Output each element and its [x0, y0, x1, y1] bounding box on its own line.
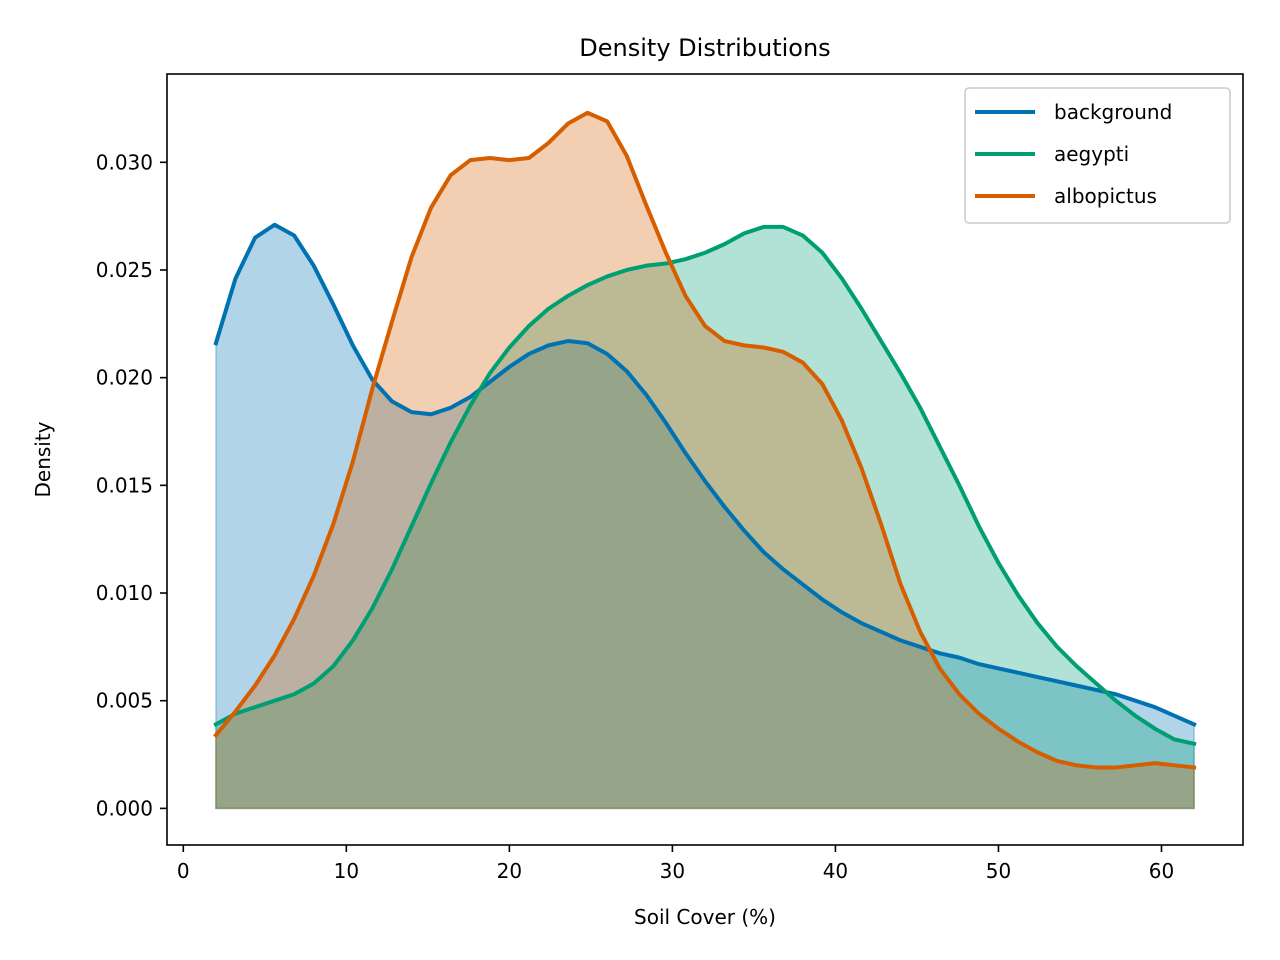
- chart-title: Density Distributions: [579, 34, 830, 62]
- x-tick-label: 10: [334, 859, 359, 883]
- plot-frame: [166, 73, 1244, 846]
- x-tick-label: 60: [1149, 859, 1174, 883]
- line-background: [213, 222, 1197, 728]
- line-aegypti: [213, 224, 1197, 747]
- y-tick-label: 0.005: [96, 689, 153, 713]
- legend-label-aegypti: aegypti: [1054, 142, 1129, 166]
- y-tick-label: 0.030: [96, 150, 153, 174]
- series-fills: [215, 111, 1195, 810]
- x-tick-label: 20: [497, 859, 522, 883]
- legend: background aegypti albopictus: [964, 87, 1231, 224]
- x-tick-label: 0: [177, 859, 190, 883]
- x-axis: 0 10 20 30 40 50 60: [177, 845, 1174, 883]
- y-axis-label: Density: [31, 421, 55, 497]
- legend-label-background: background: [1054, 100, 1172, 124]
- x-tick-label: 40: [823, 859, 848, 883]
- x-tick-label: 30: [660, 859, 685, 883]
- y-tick-label: 0.000: [96, 796, 153, 820]
- y-tick-label: 0.015: [96, 473, 153, 497]
- y-axis: 0.000 0.005 0.010 0.015 0.020 0.025 0.030: [96, 150, 167, 820]
- line-albopictus: [213, 110, 1197, 770]
- legend-box: [964, 87, 1231, 224]
- x-axis-label: Soil Cover (%): [634, 905, 776, 929]
- y-tick-label: 0.010: [96, 581, 153, 605]
- series-lines: [213, 110, 1197, 770]
- y-tick-label: 0.025: [96, 258, 153, 282]
- legend-label-albopictus: albopictus: [1054, 184, 1157, 208]
- y-tick-label: 0.020: [96, 366, 153, 390]
- x-tick-label: 50: [986, 859, 1011, 883]
